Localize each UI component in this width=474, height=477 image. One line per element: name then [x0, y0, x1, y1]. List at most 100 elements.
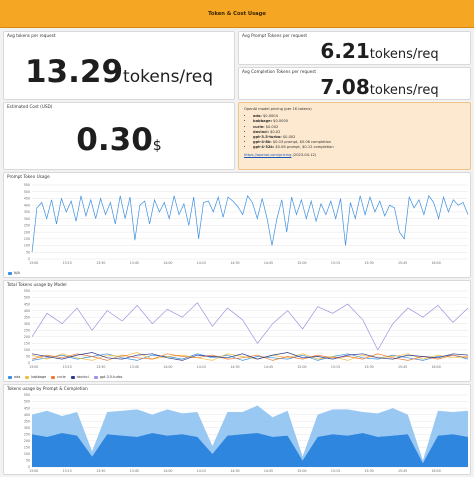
x-tick-label: 16:00 — [432, 469, 441, 473]
y-tick-label: 300 — [24, 217, 30, 221]
value-unit: tokens/req — [369, 83, 439, 98]
x-tick-label: 14:30 — [230, 365, 239, 369]
x-tick-label: 13:30 — [96, 469, 105, 473]
tokens-by-model-panel[interactable]: Total Tokens usage by Model 550 500 450 400… — [3, 280, 471, 382]
legend-label: N/A — [14, 271, 20, 275]
pricing-price: $0.02 — [268, 129, 281, 134]
x-tick-label: 14:45 — [264, 261, 273, 265]
x-tick-label: 15:30 — [364, 365, 373, 369]
legend-item[interactable]: babbage — [25, 375, 46, 379]
legend-item[interactable]: N/A — [8, 271, 20, 275]
y-tick-label: 500 — [24, 400, 30, 404]
legend-item[interactable]: gpt-3.5-turbo — [93, 375, 122, 379]
x-tick-label: 13:30 — [96, 365, 105, 369]
y-tick-label: 450 — [24, 197, 30, 201]
x-tick-label: 15:00 — [297, 365, 306, 369]
avg-tokens-value: 13.29tokens/req — [4, 54, 234, 90]
x-tick-label: 14:15 — [197, 365, 206, 369]
pricing-item: curie: $0.002 — [253, 125, 465, 130]
y-tick-label: 200 — [24, 230, 30, 234]
x-tick-label: 15:30 — [364, 469, 373, 473]
x-tick-label: 13:45 — [130, 365, 139, 369]
pricing-item: gpt-3.5-turbo: $0.002 — [253, 135, 465, 140]
pricing-price: $0.0004 — [261, 114, 278, 119]
y-tick-label: 300 — [24, 322, 30, 326]
y-tick-label: 200 — [24, 335, 30, 339]
y-tick-label: 400 — [24, 413, 30, 417]
value-number: 0.30 — [76, 122, 153, 158]
pricing-price: $0.002 — [281, 135, 296, 140]
y-tick-label: 150 — [24, 237, 30, 241]
x-tick-label: 13:15 — [63, 469, 72, 473]
x-tick-label: 14:30 — [230, 261, 239, 265]
x-tick-label: 15:15 — [331, 469, 340, 473]
y-tick-label: 500 — [24, 296, 30, 300]
pricing-link[interactable]: https://openai.com/pricing — [244, 152, 292, 157]
pricing-item: gpt-4-32k: $0.06 prompt, $0.12 completio… — [253, 145, 465, 150]
pricing-date: (2023-04-12) — [292, 152, 317, 157]
legend-item[interactable]: curie — [51, 375, 66, 379]
chart-legend: N/A — [8, 271, 20, 275]
y-tick-label: 250 — [24, 432, 30, 436]
chart-title: Tokens usage by Prompt & Completion — [7, 386, 88, 391]
x-tick-label: 14:30 — [230, 469, 239, 473]
prompt-completion-panel[interactable]: Tokens usage by Prompt & Completion 550 5… — [3, 384, 471, 475]
y-tick-label: 0 — [28, 465, 30, 469]
y-tick-label: 100 — [24, 452, 30, 456]
legend-swatch — [8, 271, 12, 275]
y-tick-label: 550 — [24, 289, 30, 293]
avg-tokens-panel[interactable]: Avg tokens per request 13.29tokens/req — [3, 31, 235, 100]
x-tick-label: 16:00 — [432, 365, 441, 369]
panel-title: Estimated Cost (USD) — [7, 104, 53, 109]
x-tick-label: 13:45 — [130, 469, 139, 473]
legend-item[interactable]: davinci — [70, 375, 89, 379]
x-tick-label: 15:45 — [398, 469, 407, 473]
panel-title: Avg tokens per request — [7, 33, 56, 38]
y-tick-label: 50 — [26, 459, 30, 463]
x-tick-label: 14:00 — [163, 469, 172, 473]
y-tick-label: 300 — [24, 426, 30, 430]
pricing-price: $0.03 prompt, $0.06 completion — [271, 140, 332, 145]
x-tick-label: 14:45 — [264, 365, 273, 369]
y-tick-label: 50 — [26, 250, 30, 254]
series-line-babbage — [31, 352, 469, 361]
pricing-item: ada: $0.0004 — [253, 114, 465, 119]
x-tick-label: 13:00 — [29, 261, 38, 265]
y-tick-label: 250 — [24, 224, 30, 228]
y-tick-label: 450 — [24, 302, 30, 306]
y-tick-label: 200 — [24, 439, 30, 443]
x-tick-label: 13:00 — [29, 365, 38, 369]
y-tick-label: 350 — [24, 419, 30, 423]
pricing-price: $0.0005 — [272, 119, 289, 124]
cost-panel[interactable]: Estimated Cost (USD) 0.30$ — [3, 102, 235, 170]
legend-label: curie — [57, 375, 66, 379]
value-unit: tokens/req — [123, 67, 214, 87]
avg-prompt-panel[interactable]: Avg Prompt Tokens per request 6.21tokens… — [238, 31, 471, 65]
legend-swatch — [51, 375, 56, 379]
prompt-token-usage-panel[interactable]: Prompt Token Usage 550 500 450 400 350 300 250… — [3, 172, 471, 278]
legend-label: babbage — [31, 375, 47, 379]
x-tick-label: 15:00 — [297, 469, 306, 473]
x-tick-label: 15:15 — [331, 261, 340, 265]
x-tick-label: 15:45 — [398, 261, 407, 265]
value-unit: tokens/req — [369, 47, 439, 62]
value-number: 6.21 — [320, 39, 370, 63]
x-tick-label: 13:00 — [29, 469, 38, 473]
panel-title: Avg Completion Tokens per request — [242, 69, 317, 74]
x-tick-label: 16:00 — [432, 261, 441, 265]
series-line-davinci — [31, 352, 469, 361]
legend-item[interactable]: ada — [8, 375, 20, 379]
y-tick-label: 100 — [24, 244, 30, 248]
y-tick-label: 50 — [26, 355, 30, 359]
y-tick-label: 150 — [24, 342, 30, 346]
y-tick-label: 350 — [24, 315, 30, 319]
series-area-completion — [32, 405, 468, 464]
y-tick-label: 500 — [24, 190, 30, 194]
value-number: 13.29 — [24, 54, 124, 90]
y-tick-label: 150 — [24, 446, 30, 450]
y-tick-label: 250 — [24, 328, 30, 332]
avg-prompt-value: 6.21tokens/req — [239, 39, 470, 63]
avg-completion-panel[interactable]: Avg Completion Tokens per request 7.08to… — [238, 67, 471, 100]
